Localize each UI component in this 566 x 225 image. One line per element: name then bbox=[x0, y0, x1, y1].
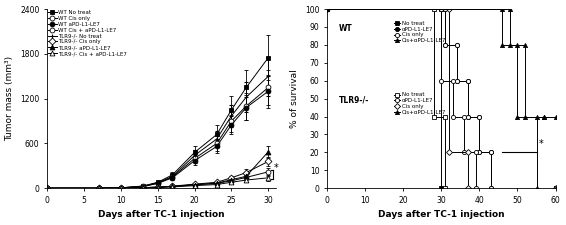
Text: *: * bbox=[275, 163, 279, 173]
X-axis label: Days after TC-1 injection: Days after TC-1 injection bbox=[98, 210, 225, 219]
X-axis label: Days after TC-1 injection: Days after TC-1 injection bbox=[378, 210, 504, 219]
Legend: WT No treat, WT Cis only, WT aPD-L1-LE7, WT Cis + aPD-L1-LE7, TLR9-/- No treat, : WT No treat, WT Cis only, WT aPD-L1-LE7,… bbox=[48, 10, 127, 56]
Text: *: * bbox=[538, 139, 543, 149]
Y-axis label: % of survival: % of survival bbox=[290, 69, 299, 128]
Text: TLR9-/-: TLR9-/- bbox=[338, 95, 369, 104]
Y-axis label: Tumor mass (mm³): Tumor mass (mm³) bbox=[6, 56, 15, 141]
Text: WT: WT bbox=[338, 24, 352, 33]
Legend: No treat, αPD-L1-LE7, Cis only, Cis+αPD-L1-LE7: No treat, αPD-L1-LE7, Cis only, Cis+αPD-… bbox=[394, 92, 447, 115]
